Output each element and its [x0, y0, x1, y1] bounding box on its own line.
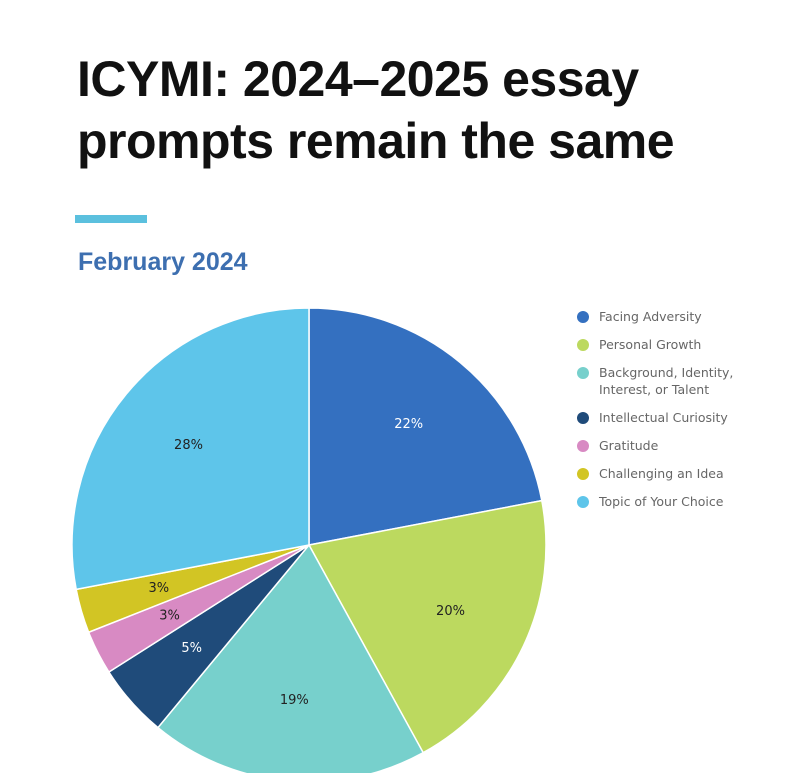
legend-swatch — [577, 440, 589, 452]
headline-line-1: ICYMI: 2024–2025 essay — [77, 51, 639, 107]
legend-swatch — [577, 468, 589, 480]
legend-swatch — [577, 367, 589, 379]
pie-slice-personal-growth — [307, 499, 547, 754]
pie-label-gratitude: 3% — [159, 609, 180, 624]
pie-slice-facing-adversity — [308, 307, 543, 546]
legend-label: Challenging an Idea — [599, 466, 724, 481]
legend-swatch — [577, 311, 589, 323]
legend-item-background-identity-interest-or-talent: Background, Identity, Interest, or Talent — [577, 364, 777, 398]
pie-label-intellectual-curiosity: 5% — [181, 641, 202, 656]
accent-rule — [75, 215, 147, 223]
legend-swatch — [577, 339, 589, 351]
legend-label: Interest, or Talent — [599, 382, 710, 397]
legend-item-intellectual-curiosity: Intellectual Curiosity — [577, 409, 777, 426]
legend-item-topic-of-your-choice: Topic of Your Choice — [577, 493, 777, 510]
legend-item-challenging-an-idea: Challenging an Idea — [577, 465, 777, 482]
legend-label: Intellectual Curiosity — [599, 410, 728, 425]
legend-label: Personal Growth — [599, 337, 702, 352]
legend-item-facing-adversity: Facing Adversity — [577, 308, 777, 325]
legend-item-personal-growth: Personal Growth — [577, 336, 777, 353]
pie-label-topic-of-your-choice: 28% — [174, 438, 203, 453]
pie-slice-topic-of-your-choice — [71, 307, 310, 591]
pie-label-challenging-an-idea: 3% — [148, 581, 169, 596]
legend-swatch — [577, 496, 589, 508]
legend-item-gratitude: Gratitude — [577, 437, 777, 454]
pie-slice-background-identity-interest-or-talent — [156, 543, 425, 773]
headline-line-2: prompts remain the same — [77, 113, 675, 169]
legend-label: Topic of Your Choice — [599, 494, 724, 509]
pie-label-background-identity-interest-or-talent: 19% — [280, 693, 309, 708]
chart-legend: Facing Adversity Personal Growth Backgroun… — [577, 308, 777, 521]
pie-label-facing-adversity: 22% — [394, 417, 423, 432]
legend-label: Background, Identity, — [599, 365, 734, 380]
chart-title: February 2024 — [78, 248, 248, 276]
headline: ICYMI: 2024–2025 essay prompts remain th… — [77, 48, 767, 172]
legend-label: Facing Adversity — [599, 309, 702, 324]
pie-label-personal-growth: 20% — [436, 604, 465, 619]
legend-swatch — [577, 412, 589, 424]
legend-label: Gratitude — [599, 438, 659, 453]
